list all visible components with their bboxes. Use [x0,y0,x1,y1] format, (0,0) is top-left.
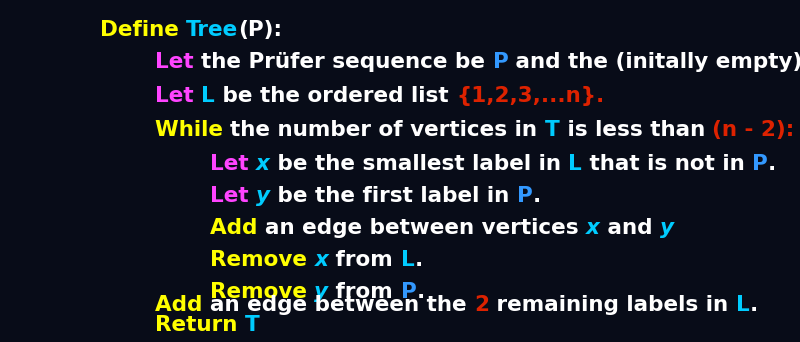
Text: .: . [533,186,541,206]
Text: Let: Let [155,86,201,106]
Text: L: L [201,86,215,106]
Text: x: x [314,250,328,270]
Text: Let: Let [210,154,256,174]
Text: from: from [329,282,401,302]
Text: y: y [314,282,329,302]
Text: While: While [155,120,230,140]
Text: Add: Add [210,218,265,238]
Text: .: . [414,250,422,270]
Text: is less than: is less than [560,120,713,140]
Text: Add: Add [155,295,210,315]
Text: Let: Let [210,186,256,206]
Text: Let: Let [155,52,201,72]
Text: Tree: Tree [186,20,238,40]
Text: be the ordered list: be the ordered list [215,86,456,106]
Text: Remove: Remove [210,250,314,270]
Text: .: . [750,295,758,315]
Text: 2: 2 [474,295,489,315]
Text: remaining labels in: remaining labels in [489,295,736,315]
Text: that is not in: that is not in [582,154,753,174]
Text: and: and [600,218,660,238]
Text: y: y [660,218,674,238]
Text: be the smallest label in: be the smallest label in [270,154,569,174]
Text: (n - 2):: (n - 2): [713,120,794,140]
Text: P: P [753,154,768,174]
Text: Remove: Remove [210,282,314,302]
Text: y: y [256,186,270,206]
Text: P: P [401,282,417,302]
Text: T: T [245,315,260,335]
Text: Return: Return [155,315,245,335]
Text: from: from [328,250,401,270]
Text: x: x [256,154,270,174]
Text: P: P [517,186,533,206]
Text: the number of vertices in: the number of vertices in [230,120,545,140]
Text: {1,2,3,...n}.: {1,2,3,...n}. [456,86,604,106]
Text: an edge between vertices: an edge between vertices [265,218,586,238]
Text: be the first label in: be the first label in [270,186,517,206]
Text: L: L [569,154,582,174]
Text: .: . [417,282,425,302]
Text: the Prüfer sequence be: the Prüfer sequence be [201,52,493,72]
Text: and the (initally empty) tree be: and the (initally empty) tree be [508,52,800,72]
Text: Define: Define [100,20,186,40]
Text: (P):: (P): [238,20,282,40]
Text: T: T [545,120,560,140]
Text: L: L [401,250,414,270]
Text: x: x [586,218,600,238]
Text: an edge between the: an edge between the [210,295,474,315]
Text: L: L [736,295,750,315]
Text: .: . [768,154,777,174]
Text: P: P [493,52,508,72]
